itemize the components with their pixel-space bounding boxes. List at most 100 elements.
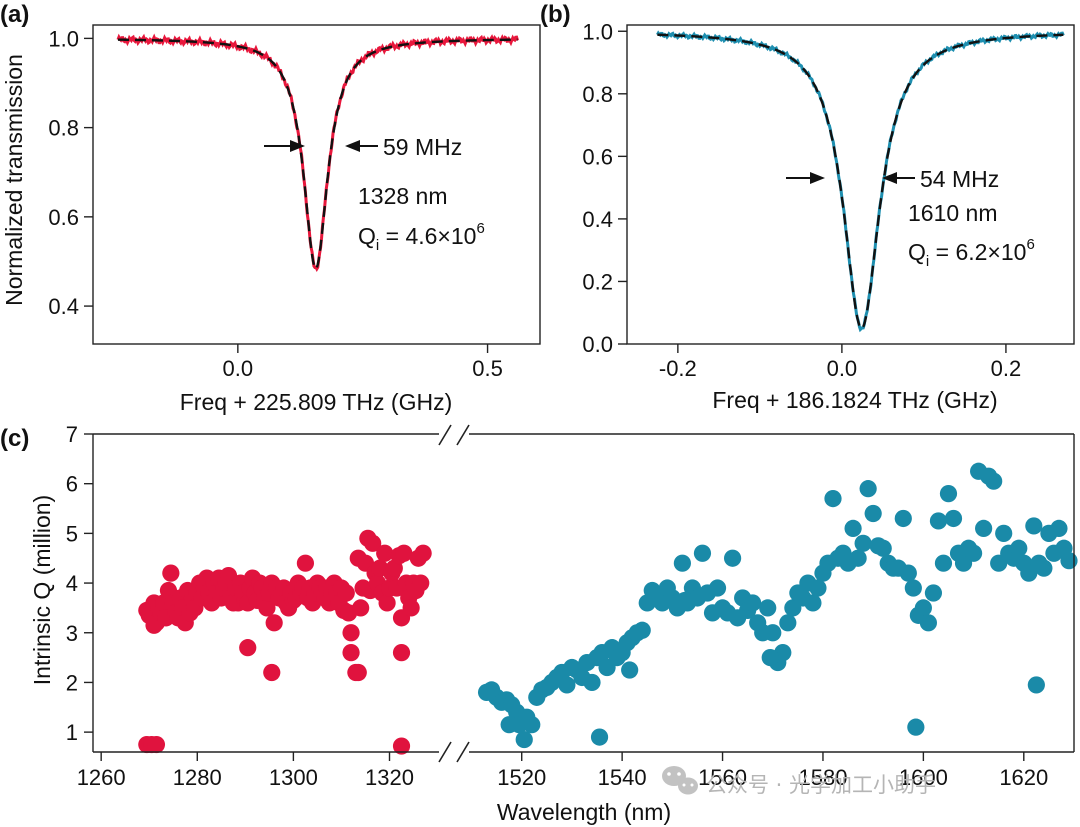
scatter-point-cl-band [849, 549, 867, 567]
series-line-b-fit [657, 33, 1064, 330]
plot-a-ticks: 0.0 0.5 0.4 0.6 0.8 1.0 [48, 26, 502, 381]
y-tick-label-a: 0.6 [48, 205, 79, 230]
scatter-point-o-band [258, 599, 276, 617]
panel-label-a: (a) [0, 1, 29, 28]
scatter-point-cl-band [809, 579, 827, 597]
scatter-point-cl-band [1060, 552, 1078, 570]
scatter-point-cl-band [929, 512, 948, 530]
scatter-point-cl-band [744, 594, 762, 612]
plot-a-xlabel: Freq + 225.809 THz (GHz) [180, 389, 453, 415]
plot-a-ylabel: Normalized transmission [1, 54, 27, 306]
y-tick-label-c: 1 [66, 720, 78, 745]
y-tick-label-c: 5 [66, 521, 78, 546]
scatter-point-cl-band [673, 554, 691, 572]
scatter-point-cl-band [759, 599, 777, 617]
scatter-point-o-band [162, 564, 180, 582]
scatter-point-cl-band [924, 584, 943, 602]
scatter-point-cl-band [904, 579, 922, 597]
q-factor-b: Qi = 6.2×106 [908, 236, 1035, 270]
panel-label-b: (b) [540, 1, 571, 28]
wavelength-b: 1610 nm [908, 200, 998, 226]
x-tick-label-c: 1600 [899, 765, 948, 790]
x-tick-label-a: 0.0 [223, 356, 254, 381]
scatter-point-cl-band [779, 614, 797, 632]
scatter-point-o-band [147, 735, 166, 754]
scatter-point-cl-band [985, 472, 1003, 490]
x-tick-label-c: 1260 [77, 765, 126, 790]
scatter-point-cl-band [1035, 559, 1053, 577]
scatter-point-o-band [414, 544, 432, 562]
scatter-point-o-band [376, 544, 394, 562]
linewidth-a: 59 MHz [383, 134, 462, 160]
scatter-point-cl-band [934, 554, 953, 572]
series-line-b-measured [656, 30, 1065, 333]
scatter-point-cl-band [523, 716, 541, 734]
panel-b: -0.2 0.0 0.2 0.0 0.2 0.4 0.6 0.8 1.0 Freq + 186.… [582, 19, 1075, 413]
plot-a-frame [92, 24, 541, 345]
scatter-point-cl-band [633, 621, 651, 639]
scatter-point-cl-band [693, 544, 712, 562]
x-tick-label-c: 1520 [497, 765, 546, 790]
scatter-point-cl-band [804, 594, 822, 612]
scatter-point-o-band [395, 544, 413, 562]
plot-b-frame [626, 24, 1075, 345]
scatter-point-cl-band [975, 519, 993, 538]
scatter-point-o-band [392, 737, 411, 755]
x-tick-label-c: 1580 [798, 765, 847, 790]
y-tick-label-c: 7 [66, 422, 78, 447]
scatter-point-cl-band [510, 716, 528, 734]
panel-a: 0.0 0.5 0.4 0.6 0.8 1.0 Freq + 225.809 THz (G… [1, 24, 541, 415]
scatter-point-cl-band [824, 489, 842, 508]
y-tick-label-c: 2 [66, 670, 78, 695]
scatter-point-cl-band [859, 480, 877, 498]
scatter-point-cl-band [515, 730, 533, 749]
plot-c-ticks: 1260 1280 1300 1320 1520 1540 1560 1580 1600 1620… [66, 422, 1049, 790]
y-tick-label-a: 0.4 [48, 294, 79, 319]
x-tick-label-c: 1560 [698, 765, 747, 790]
y-tick-label-b: 0.8 [582, 82, 613, 107]
x-tick-label-c: 1300 [269, 765, 318, 790]
scatter-point-o-band [412, 574, 430, 592]
scatter-point-cl-band [1010, 539, 1028, 557]
x-tick-label-b: 0.0 [827, 356, 858, 381]
scatter-point-cl-band [844, 519, 862, 538]
plot-c-xlabel: Wavelength (nm) [497, 799, 671, 825]
x-tick-label-c: 1320 [365, 765, 414, 790]
scatter-point-o-band [364, 534, 382, 552]
arrowhead-left-a [290, 140, 305, 152]
scatter-point-o-band [265, 614, 283, 632]
arrowhead-left-b [810, 172, 825, 184]
scatter-point-cl-band [874, 539, 892, 557]
scatter-point-o-band [392, 644, 411, 662]
scatter-point-cl-band [583, 673, 601, 692]
x-tick-label-b: -0.2 [659, 356, 697, 381]
x-tick-label-c: 1540 [598, 765, 647, 790]
wechat-icon [662, 766, 698, 795]
plot-b-ticks: -0.2 0.0 0.2 0.0 0.2 0.4 0.6 0.8 1.0 [582, 19, 1021, 381]
scatter-point-cl-band [944, 509, 963, 528]
x-tick-label-c: 1620 [999, 765, 1048, 790]
scatter-point-cl-band [708, 579, 727, 597]
x-tick-label-a: 0.5 [472, 356, 503, 381]
plot-c-ylabel: Intrinsic Q (million) [29, 495, 55, 685]
scatter-point-cl-band [964, 544, 983, 562]
panel-label-c: (c) [0, 425, 29, 452]
axis-break-top [438, 424, 470, 446]
scatter-point-cl-band [723, 549, 742, 567]
scatter-point-cl-band [621, 661, 639, 679]
plot-c-data [138, 462, 1078, 755]
panel-c: 1260 1280 1300 1320 1520 1540 1560 1580 1600 1620… [29, 422, 1078, 825]
scatter-point-o-band [239, 639, 257, 657]
y-tick-label-b: 0.0 [582, 332, 613, 357]
y-tick-label-b: 1.0 [582, 19, 613, 44]
wavelength-a: 1328 nm [358, 183, 448, 209]
y-tick-label-a: 0.8 [48, 116, 79, 141]
scatter-point-o-band [352, 599, 370, 617]
arrowhead-right-a [345, 140, 360, 152]
scatter-point-o-band [349, 663, 367, 682]
scatter-point-o-band [263, 663, 281, 682]
axis-break-bottom [438, 741, 470, 763]
scatter-point-cl-band [864, 504, 882, 523]
plot-c-frame [92, 433, 1075, 753]
